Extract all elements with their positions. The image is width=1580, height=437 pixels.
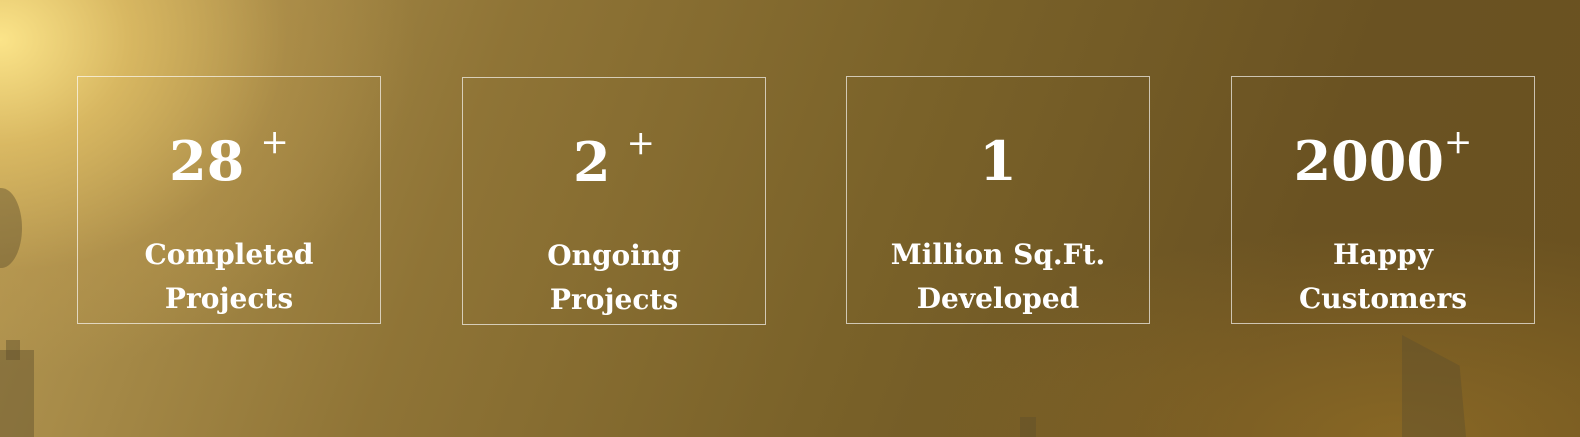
stat-number: 1 bbox=[979, 129, 1017, 193]
building-silhouette-left-spire bbox=[6, 340, 20, 360]
plus-suffix: + bbox=[626, 123, 656, 163]
stat-label-line: Developed bbox=[916, 282, 1080, 315]
stat-label-line: Completed bbox=[144, 238, 314, 271]
stat-label-line: Projects bbox=[164, 282, 294, 315]
stat-label: Million Sq.Ft. Developed bbox=[847, 233, 1149, 321]
stat-value: 2 + bbox=[463, 126, 765, 194]
plus-suffix: + bbox=[1443, 122, 1473, 162]
stat-label: Happy Customers bbox=[1232, 233, 1534, 321]
stat-number: 2 bbox=[572, 130, 611, 194]
globe-silhouette-left bbox=[0, 188, 22, 268]
stat-label: Ongoing Projects bbox=[463, 234, 765, 322]
stat-card-million-sqft: 1 Million Sq.Ft. Developed bbox=[846, 76, 1150, 324]
stat-number: 2000 bbox=[1293, 129, 1444, 193]
stat-label-line: Projects bbox=[549, 283, 679, 316]
building-silhouette-left bbox=[0, 350, 34, 437]
stat-label-line: Ongoing bbox=[547, 239, 681, 272]
stat-label-line: Customers bbox=[1299, 282, 1467, 315]
stat-value: 28 + bbox=[78, 125, 380, 193]
stat-label: Completed Projects bbox=[78, 233, 380, 321]
stat-value: 1 bbox=[847, 129, 1149, 193]
stat-card-happy-customers: 2000+ Happy Customers bbox=[1231, 76, 1535, 324]
stat-label-line: Happy bbox=[1332, 238, 1434, 271]
plus-suffix: + bbox=[260, 122, 289, 162]
building-silhouette-center bbox=[1020, 417, 1036, 437]
stat-label-line: Million Sq.Ft. bbox=[890, 238, 1106, 271]
stat-card-completed-projects: 28 + Completed Projects bbox=[77, 76, 381, 324]
stat-card-ongoing-projects: 2 + Ongoing Projects bbox=[462, 77, 766, 325]
stat-value: 2000+ bbox=[1232, 125, 1534, 193]
stat-number: 28 bbox=[169, 129, 245, 193]
